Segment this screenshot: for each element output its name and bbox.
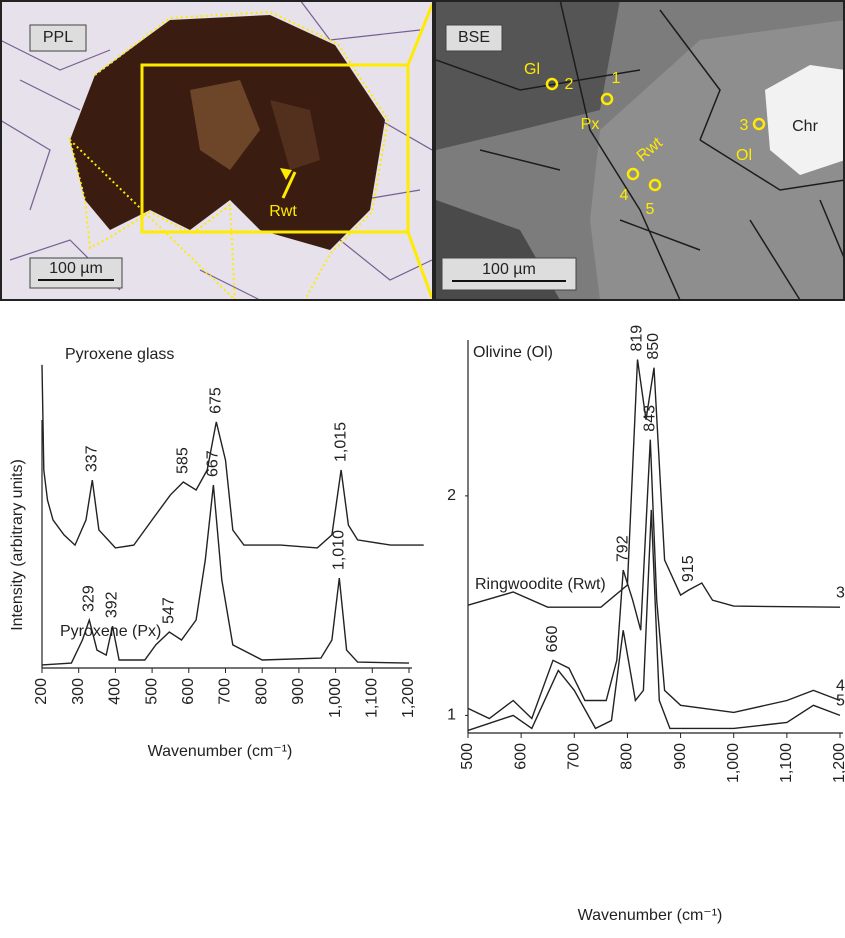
x-tick-label: 700 (566, 743, 583, 770)
series-name: Pyroxene glass (65, 346, 174, 363)
x-axis-label: Wavenumber (cm⁻¹) (148, 743, 293, 760)
annotation: Px (581, 116, 600, 133)
peak-label: 792 (614, 535, 631, 562)
peak-label: 585 (175, 447, 192, 474)
x-tick-label: 1,100 (364, 678, 381, 718)
x-tick-label: 1,000 (725, 743, 742, 783)
series-name: Ringwoodite (Rwt) (475, 576, 606, 593)
annotation: Gl (524, 61, 540, 78)
x-tick-label: 700 (217, 678, 234, 705)
peak-label: 660 (544, 626, 561, 653)
x-tick-label: 600 (180, 678, 197, 705)
peak-label: 667 (205, 450, 222, 477)
scale-label: 100 µm (49, 260, 103, 277)
series-name: Olivine (Ol) (473, 344, 553, 361)
x-tick-label: 200 (33, 678, 50, 705)
annotation: 2 (565, 76, 574, 93)
x-tick-label: 800 (619, 743, 636, 770)
peak-label: 329 (81, 585, 98, 612)
peak-label: 819 (629, 325, 646, 352)
x-tick-label: 1,200 (831, 743, 845, 783)
panel-label: BSE (458, 29, 490, 46)
x-tick-label: 500 (143, 678, 160, 705)
peak-label: 675 (208, 387, 225, 414)
panel-label: PPL (43, 29, 73, 46)
annotation: 3 (740, 117, 749, 134)
x-tick-label: 500 (459, 743, 476, 770)
x-tick-label: 1,000 (327, 678, 344, 718)
y-axis-label: Intensity (arbitrary units) (9, 459, 26, 631)
peak-label: 850 (645, 333, 662, 360)
peak-label: 843 (641, 405, 658, 432)
series-name: Pyroxene (Px) (60, 623, 161, 640)
annotation: 1 (612, 70, 621, 87)
annotation: 5 (646, 201, 655, 218)
scale-label: 100 µm (482, 261, 536, 278)
annotation: Ol (736, 147, 752, 164)
peak-label: 1,015 (332, 422, 349, 462)
x-tick-label: 1,200 (400, 678, 417, 718)
x-tick-label: 400 (107, 678, 124, 705)
x-tick-label: 900 (290, 678, 307, 705)
peak-label: 392 (104, 591, 121, 618)
x-tick-label: 300 (70, 678, 87, 705)
peak-label: 1,010 (330, 530, 347, 570)
annotation: 4 (620, 187, 629, 204)
y-tick-label: 1 (447, 707, 456, 724)
y-tick-label: 2 (447, 487, 456, 504)
x-axis-label: Wavenumber (cm⁻¹) (578, 907, 723, 924)
peak-label: 915 (680, 555, 697, 582)
spot-label: 3 (836, 584, 845, 601)
annotation: Chr (792, 118, 818, 135)
x-tick-label: 800 (253, 678, 270, 705)
figure: PPL 100 µm Rwt BSE 100 µm Gl 2 1 Px Rwt … (0, 0, 845, 933)
peak-label: 337 (83, 445, 100, 472)
x-tick-label: 600 (512, 743, 529, 770)
x-tick-label: 900 (672, 743, 689, 770)
spot-label: 5 (836, 693, 845, 710)
peak-label: 547 (161, 597, 178, 624)
x-tick-label: 1,100 (778, 743, 795, 783)
annotation: Rwt (269, 203, 297, 220)
